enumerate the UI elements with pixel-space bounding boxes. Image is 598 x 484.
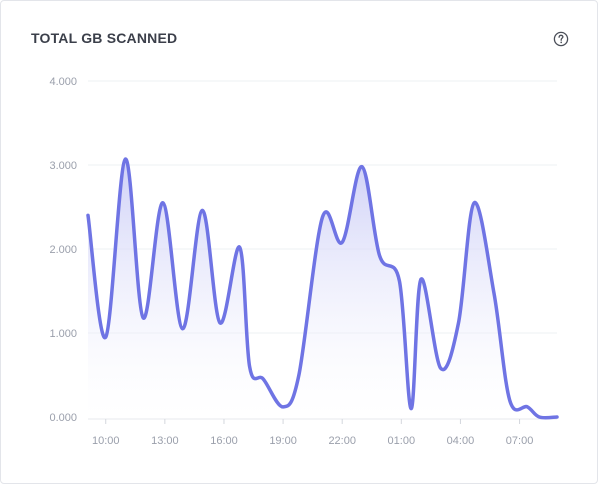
question-circle-icon[interactable]: [553, 31, 569, 47]
x-tick-label: 01:00: [388, 435, 416, 447]
x-tick-label: 13:00: [151, 435, 179, 447]
y-tick-label: 3.000: [49, 160, 77, 172]
series-area: [88, 159, 557, 418]
x-tick-label: 07:00: [506, 435, 534, 447]
y-tick-label: 2.000: [49, 244, 77, 256]
x-tick-label: 22:00: [328, 435, 356, 447]
x-tick-label: 10:00: [92, 435, 120, 447]
y-tick-label: 1.000: [49, 328, 77, 340]
x-tick-label: 16:00: [210, 435, 238, 447]
y-tick-label: 4.000: [49, 76, 77, 88]
series-line: [86, 157, 559, 420]
x-tick-label: 04:00: [447, 435, 475, 447]
y-tick-label: 0.000: [49, 412, 77, 424]
card-title: TOTAL GB SCANNED: [31, 30, 178, 46]
x-tick-label: 19:00: [269, 435, 297, 447]
